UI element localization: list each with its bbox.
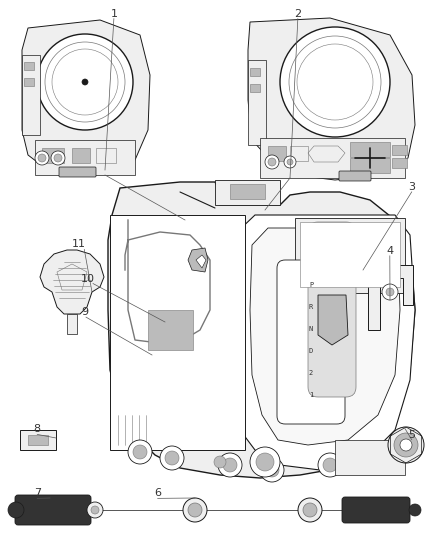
Polygon shape bbox=[196, 255, 206, 268]
Circle shape bbox=[38, 154, 46, 162]
Circle shape bbox=[218, 453, 242, 477]
Circle shape bbox=[268, 158, 276, 166]
Polygon shape bbox=[248, 18, 415, 180]
Circle shape bbox=[91, 506, 99, 514]
FancyBboxPatch shape bbox=[15, 495, 91, 525]
Text: 3: 3 bbox=[408, 182, 415, 192]
Circle shape bbox=[183, 498, 207, 522]
Bar bbox=[42, 148, 64, 163]
Bar bbox=[67, 314, 77, 334]
Polygon shape bbox=[250, 228, 400, 445]
Polygon shape bbox=[188, 248, 208, 272]
Polygon shape bbox=[232, 215, 415, 470]
FancyBboxPatch shape bbox=[59, 167, 96, 177]
Bar bbox=[260, 138, 405, 178]
Circle shape bbox=[256, 453, 274, 471]
Bar bbox=[22, 55, 40, 135]
Bar bbox=[35, 140, 135, 175]
Text: D: D bbox=[309, 348, 313, 354]
Bar bbox=[24, 78, 34, 86]
Text: 6: 6 bbox=[154, 488, 161, 498]
FancyBboxPatch shape bbox=[342, 497, 410, 523]
Circle shape bbox=[260, 458, 284, 482]
Circle shape bbox=[303, 503, 317, 517]
Text: 9: 9 bbox=[81, 307, 88, 317]
Text: 5: 5 bbox=[408, 430, 415, 440]
Bar bbox=[392, 145, 407, 155]
Bar bbox=[72, 148, 90, 163]
Circle shape bbox=[160, 446, 184, 470]
Circle shape bbox=[51, 151, 65, 165]
Polygon shape bbox=[40, 250, 104, 314]
Bar bbox=[96, 148, 116, 163]
Bar bbox=[250, 84, 260, 92]
Circle shape bbox=[188, 503, 202, 517]
Text: R: R bbox=[309, 304, 313, 310]
Bar bbox=[350, 142, 390, 157]
Bar bbox=[250, 68, 260, 76]
Circle shape bbox=[165, 451, 179, 465]
Bar bbox=[28, 435, 48, 445]
Text: 2: 2 bbox=[309, 370, 313, 376]
Text: N: N bbox=[309, 326, 313, 332]
Circle shape bbox=[214, 456, 226, 468]
Circle shape bbox=[8, 502, 24, 518]
Bar bbox=[110, 215, 245, 450]
Circle shape bbox=[265, 463, 279, 477]
Polygon shape bbox=[22, 20, 150, 175]
Circle shape bbox=[368, 443, 392, 467]
Bar bbox=[295, 218, 405, 293]
Bar bbox=[20, 430, 56, 450]
Circle shape bbox=[400, 439, 412, 451]
Circle shape bbox=[250, 447, 280, 477]
Text: 1: 1 bbox=[110, 9, 117, 19]
Circle shape bbox=[280, 27, 390, 137]
FancyBboxPatch shape bbox=[308, 222, 356, 397]
Circle shape bbox=[87, 502, 103, 518]
Bar bbox=[230, 184, 265, 199]
FancyBboxPatch shape bbox=[339, 171, 371, 181]
Bar bbox=[335, 440, 405, 475]
Bar bbox=[300, 222, 400, 287]
Circle shape bbox=[382, 284, 398, 300]
Circle shape bbox=[287, 159, 293, 165]
Bar bbox=[148, 310, 193, 350]
Circle shape bbox=[284, 156, 296, 168]
Text: 8: 8 bbox=[34, 424, 41, 434]
Text: 4: 4 bbox=[386, 246, 393, 256]
Circle shape bbox=[394, 433, 418, 457]
Text: 7: 7 bbox=[34, 488, 41, 498]
Circle shape bbox=[409, 504, 421, 516]
Text: 11: 11 bbox=[72, 239, 86, 249]
Bar bbox=[215, 180, 280, 205]
Circle shape bbox=[128, 440, 152, 464]
Polygon shape bbox=[108, 182, 415, 478]
Bar bbox=[290, 146, 308, 161]
Text: P: P bbox=[309, 282, 313, 288]
Circle shape bbox=[54, 154, 62, 162]
Bar bbox=[268, 146, 286, 161]
Text: 10: 10 bbox=[81, 273, 95, 284]
Circle shape bbox=[37, 34, 133, 130]
Circle shape bbox=[133, 445, 147, 459]
Bar bbox=[350, 158, 390, 173]
Circle shape bbox=[388, 427, 424, 463]
Circle shape bbox=[323, 458, 337, 472]
Circle shape bbox=[35, 151, 49, 165]
Circle shape bbox=[82, 79, 88, 85]
Bar bbox=[248, 60, 266, 145]
Bar bbox=[392, 158, 407, 168]
Circle shape bbox=[373, 448, 387, 462]
Circle shape bbox=[298, 498, 322, 522]
Bar bbox=[24, 62, 34, 70]
Circle shape bbox=[318, 453, 342, 477]
Circle shape bbox=[265, 155, 279, 169]
Text: 1: 1 bbox=[309, 392, 313, 398]
Polygon shape bbox=[358, 250, 413, 330]
Polygon shape bbox=[318, 295, 348, 345]
Text: 2: 2 bbox=[294, 9, 301, 19]
Circle shape bbox=[386, 288, 394, 296]
FancyBboxPatch shape bbox=[277, 260, 345, 424]
Circle shape bbox=[223, 458, 237, 472]
